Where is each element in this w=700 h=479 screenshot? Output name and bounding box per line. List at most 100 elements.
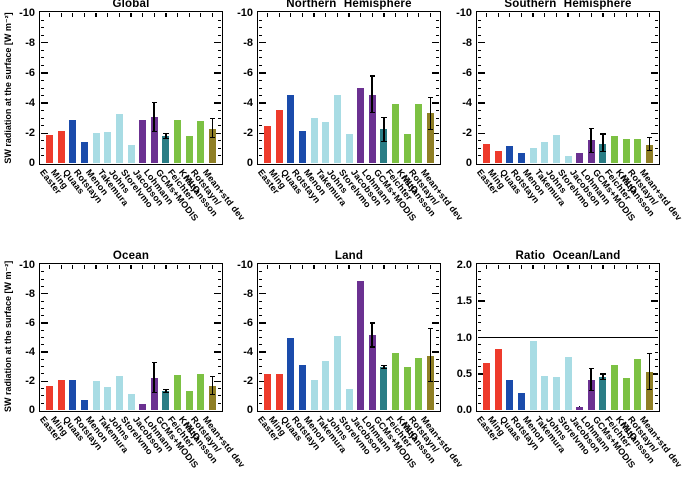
y-minor-tick — [40, 110, 45, 112]
bar-takemura — [104, 387, 112, 411]
y-tick — [214, 72, 222, 74]
y-minor-tick — [217, 95, 222, 97]
x-tick — [544, 264, 546, 269]
bar-jacobson — [357, 88, 365, 164]
error-bar-cap — [588, 367, 594, 369]
y-tick — [40, 351, 48, 353]
x-tick — [200, 12, 202, 17]
x-tick — [153, 12, 155, 17]
plot-box-southern-hemisphere — [476, 11, 660, 165]
y-tick-label: -8 — [25, 287, 35, 300]
y-minor-tick — [40, 344, 45, 346]
y-axis-title: SW radiation at the surface [W m⁻²] — [3, 12, 13, 164]
y-tick — [40, 42, 48, 44]
y-tick — [40, 380, 48, 382]
y-axis-title: SW radiation at the surface [W m⁻²] — [3, 260, 13, 412]
bar-mean-std-dev — [427, 355, 434, 411]
error-bar — [429, 328, 432, 382]
bar-quaas — [69, 119, 77, 164]
x-tick — [509, 12, 511, 17]
y-minor-tick — [217, 278, 222, 280]
y-minor-tick — [258, 344, 263, 346]
y-minor-tick — [217, 49, 222, 51]
y-minor-tick — [40, 366, 45, 368]
y-minor-tick — [217, 110, 222, 112]
y-minor-tick — [654, 285, 659, 287]
y-tick-label: 0 — [465, 157, 472, 170]
bar-menon — [92, 133, 100, 164]
y-tick-label: -6 — [25, 316, 35, 329]
bar-mean-std-dev — [646, 144, 653, 164]
x-tick — [60, 264, 62, 269]
y-tick-label: -2 — [25, 127, 35, 140]
bar-storelvmo — [127, 145, 135, 164]
error-bar-cap — [646, 353, 653, 355]
x-tick — [200, 264, 202, 269]
y-minor-tick — [258, 329, 263, 331]
y-tick — [214, 102, 222, 104]
error-bar — [383, 365, 385, 369]
y-minor-tick — [435, 79, 440, 81]
error-bar — [211, 118, 214, 138]
y-minor-tick — [435, 358, 440, 360]
x-tick — [485, 12, 488, 17]
y-minor-tick — [258, 125, 263, 127]
y-minor-tick — [258, 278, 263, 280]
y-tick — [432, 351, 440, 353]
y-minor-tick — [477, 293, 482, 295]
error-bar-cap — [369, 346, 375, 348]
bar-rotstayn — [80, 142, 88, 164]
bar-jacobson — [576, 406, 584, 411]
y-tick-label: 1.0 — [456, 331, 472, 344]
y-minor-tick — [258, 315, 263, 317]
x-tick — [590, 12, 592, 17]
y-tick-label: -4 — [25, 346, 35, 359]
x-tick — [211, 12, 214, 17]
y-minor-tick — [40, 95, 45, 97]
y-minor-tick — [217, 155, 222, 157]
y-minor-tick — [258, 300, 263, 302]
y-tick-label: 2.0 — [456, 258, 472, 271]
y-minor-tick — [258, 147, 263, 149]
y-tick — [258, 322, 266, 324]
y-minor-tick — [435, 278, 440, 280]
error-bar-cap — [588, 151, 594, 153]
y-minor-tick — [477, 329, 482, 331]
y-minor-tick — [654, 155, 659, 157]
y-tick-label: -8 — [243, 287, 253, 300]
y-tick — [214, 132, 222, 134]
bar-gcms-modis — [599, 376, 607, 411]
y-minor-tick — [258, 34, 263, 36]
y-minor-tick — [435, 34, 440, 36]
y-minor-tick — [654, 358, 659, 360]
y-tick-label: 1.5 — [456, 295, 472, 308]
y-tick — [651, 42, 659, 44]
x-tick — [165, 264, 167, 269]
y-minor-tick — [258, 358, 263, 360]
error-bar — [211, 376, 214, 395]
bar-easter — [264, 373, 271, 411]
x-tick — [567, 12, 569, 17]
y-minor-tick — [258, 337, 263, 338]
bar-rotstayn-mlo — [415, 357, 423, 411]
y-minor-tick — [217, 125, 222, 127]
bar-jacobson — [139, 119, 147, 164]
bar-feichter — [392, 352, 400, 411]
y-minor-tick — [40, 402, 45, 404]
x-tick — [176, 12, 179, 17]
y-minor-tick — [435, 271, 440, 273]
bar-lohmann — [368, 335, 376, 411]
error-bar — [590, 368, 593, 391]
error-bar-cap — [427, 96, 434, 98]
y-minor-tick — [40, 125, 45, 127]
y-minor-tick — [654, 110, 659, 112]
y-minor-tick — [477, 95, 482, 97]
x-tick — [613, 12, 616, 17]
y-minor-tick — [40, 329, 45, 331]
x-tick — [555, 12, 557, 17]
y-minor-tick — [40, 49, 45, 51]
x-tick — [579, 264, 581, 269]
y-tick — [651, 102, 659, 104]
x-tick — [72, 12, 74, 17]
x-tick — [72, 264, 74, 269]
